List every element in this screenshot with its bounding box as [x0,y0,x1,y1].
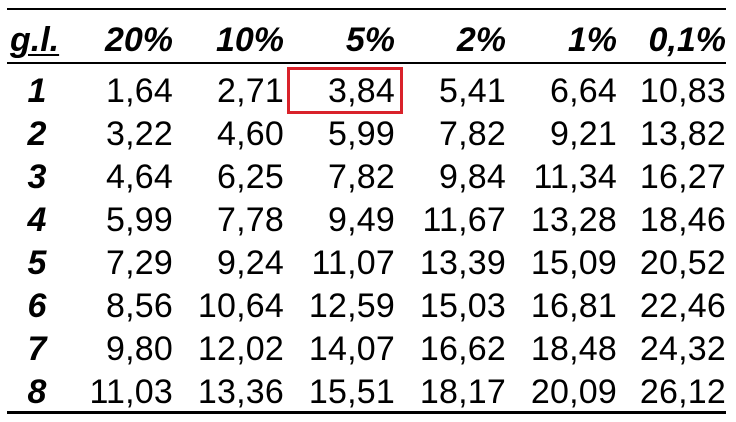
value-cell: 7,29 [106,243,173,282]
value-cell: 11,03 [89,372,173,411]
header-significance-10: 10% [215,20,284,59]
value-cell: 11,67 [422,200,506,239]
value-cell: 16,81 [530,286,617,325]
value-cell: 5,99 [328,114,395,153]
value-cell: 5,99 [106,200,173,239]
value-cell: 22,46 [639,286,726,325]
value-cell: 12,02 [197,329,284,368]
value-cell: 13,28 [530,200,617,239]
value-cell: 15,09 [530,243,617,282]
value-cell: 15,51 [308,372,395,411]
table-row: 7 9,80 12,02 14,07 16,62 18,48 24,32 [7,327,726,370]
df-cell: 7 [27,329,47,368]
bottom-rule [7,411,726,414]
df-cell: 1 [27,71,47,110]
value-cell: 20,52 [639,243,726,282]
df-cell: 8 [27,372,47,411]
chi-square-critical-values-table: g.l. 20% 10% 5% 2% 1% 0,1% 1 1,64 2,71 3… [7,8,726,413]
highlight-box [287,67,403,114]
table-row: 5 7,29 9,24 11,07 13,39 15,09 20,52 [7,241,726,284]
highlighted-value-cell: 3,84 [284,67,403,114]
value-cell: 7,82 [328,157,395,196]
highlighted-value: 3,84 [328,71,395,110]
value-cell: 3,22 [106,114,173,153]
value-cell: 4,64 [106,157,173,196]
value-cell: 10,83 [639,71,726,110]
value-cell: 5,41 [439,71,506,110]
header-significance-0-1: 0,1% [648,20,727,59]
header-significance-1: 1% [567,20,617,59]
value-cell: 2,71 [217,71,284,110]
header-degrees-of-freedom-label: g.l. [10,20,60,59]
value-cell: 16,62 [419,329,506,368]
table-row: 3 4,64 6,25 7,82 9,84 11,34 16,27 [7,155,726,198]
table-row: 2 3,22 4,60 5,99 7,82 9,21 13,82 [7,112,726,155]
value-cell: 13,39 [419,243,506,282]
value-cell: 18,46 [639,200,726,239]
value-cell: 4,60 [217,114,284,153]
value-cell: 6,25 [217,157,284,196]
table-row: 1 1,64 2,71 3,84 5,41 6,64 10,83 [7,67,726,114]
value-cell: 6,64 [550,71,617,110]
header-significance-20: 20% [104,20,173,59]
value-cell: 18,48 [530,329,617,368]
value-cell: 9,49 [328,200,395,239]
value-cell: 16,27 [639,157,726,196]
df-cell: 5 [27,243,47,282]
chi-square-table-frame: g.l. 20% 10% 5% 2% 1% 0,1% 1 1,64 2,71 3… [7,8,726,414]
header-row: g.l. 20% 10% 5% 2% 1% 0,1% [7,8,726,67]
value-cell: 9,24 [217,243,284,282]
header-rule [7,62,726,64]
value-cell: 10,64 [197,286,284,325]
value-cell: 13,36 [197,372,284,411]
df-cell: 2 [27,114,47,153]
table-row: 4 5,99 7,78 9,49 11,67 13,28 18,46 [7,198,726,241]
value-cell: 9,21 [550,114,617,153]
value-cell: 13,82 [639,114,726,153]
value-cell: 26,12 [639,372,726,411]
value-cell: 15,03 [419,286,506,325]
value-cell: 1,64 [106,71,173,110]
value-cell: 9,84 [439,157,506,196]
df-cell: 4 [27,200,47,239]
value-cell: 7,78 [217,200,284,239]
value-cell: 18,17 [419,372,506,411]
df-cell: 6 [27,286,47,325]
value-cell: 8,56 [106,286,173,325]
value-cell: 11,34 [533,157,617,196]
value-cell: 11,07 [311,243,395,282]
table-row: 6 8,56 10,64 12,59 15,03 16,81 22,46 [7,284,726,327]
table-row: 8 11,03 13,36 15,51 18,17 20,09 26,12 [7,370,726,413]
df-cell: 3 [27,157,47,196]
header-significance-5: 5% [345,20,395,59]
header-significance-2: 2% [456,20,506,59]
header-degrees-of-freedom: g.l. [7,8,77,67]
value-cell: 12,59 [308,286,395,325]
top-rule [7,8,726,10]
value-cell: 7,82 [439,114,506,153]
value-cell: 9,80 [106,329,173,368]
value-cell: 24,32 [639,329,726,368]
value-cell: 14,07 [308,329,395,368]
value-cell: 20,09 [530,372,617,411]
